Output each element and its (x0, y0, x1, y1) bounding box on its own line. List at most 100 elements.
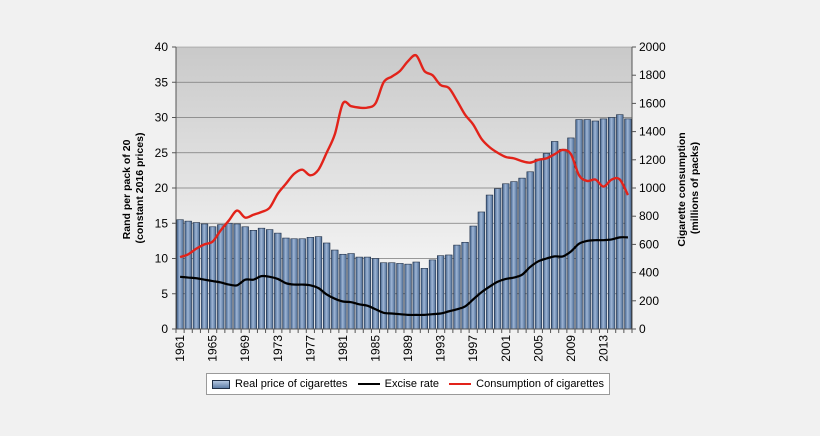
price-bar (225, 222, 233, 330)
legend: Real price of cigarettes Excise rate Con… (206, 373, 610, 395)
price-bar (616, 114, 624, 330)
legend-item-consumption: Consumption of cigarettes (449, 378, 604, 390)
left-tick-label: 20 (155, 181, 169, 195)
x-tick-label: 1973 (271, 335, 285, 362)
left-axis-title: Rand per pack of 20 (constant 2016 price… (121, 133, 146, 244)
excise-rate-line (179, 236, 628, 317)
right-tick-label: 800 (639, 209, 659, 223)
legend-swatch-excise (357, 383, 380, 385)
left-tick-label: 25 (155, 146, 169, 160)
x-tick-label: 2005 (531, 335, 545, 362)
right-tick-label: 1600 (639, 96, 666, 110)
x-tick-label: 2001 (499, 335, 513, 362)
left-tick-label: 30 (155, 111, 169, 125)
x-tick-label: 2009 (564, 335, 578, 362)
price-bar (420, 268, 428, 330)
legend-item-excise: Excise rate (357, 378, 440, 390)
price-bar (412, 261, 420, 330)
price-bar (404, 263, 412, 330)
price-bar (518, 177, 526, 330)
x-tick-label: 1981 (336, 335, 350, 362)
price-bar (599, 118, 608, 330)
price-bar (200, 223, 209, 330)
price-bar (388, 262, 396, 330)
right-axis-title: Cigarette consumption (millions of packs… (676, 129, 701, 246)
price-bar (437, 255, 445, 330)
price-bar (510, 181, 518, 330)
price-bar (542, 153, 551, 330)
price-bar (331, 249, 339, 330)
price-bar (485, 194, 494, 330)
price-bar (371, 258, 380, 330)
price-bar (445, 254, 453, 330)
price-bar (323, 242, 331, 330)
legend-label-price: Real price of cigarettes (235, 378, 348, 390)
price-bar (184, 220, 192, 330)
x-tick-label: 1997 (466, 335, 480, 362)
price-bar (396, 263, 404, 330)
x-tick-label: 1993 (434, 335, 448, 362)
price-bar (502, 183, 510, 330)
x-tick-label: 1985 (369, 335, 383, 362)
price-bar (567, 137, 575, 330)
consumption-line (179, 53, 630, 259)
right-tick-label: 1400 (639, 125, 666, 139)
right-tick-label: 1800 (639, 68, 666, 82)
x-tick-label: 1989 (401, 335, 415, 362)
price-bar (559, 148, 567, 330)
right-tick-label: 0 (639, 322, 646, 336)
x-tick-label: 2013 (597, 335, 611, 362)
right-tick-label: 1000 (639, 181, 666, 195)
price-bar (551, 141, 559, 330)
price-bar (217, 224, 225, 330)
price-bar (339, 253, 347, 330)
price-bar (192, 222, 200, 330)
price-bar (526, 171, 534, 330)
legend-item-price: Real price of cigarettes (212, 378, 348, 390)
price-bar (347, 253, 355, 330)
price-bar (241, 226, 249, 330)
price-bar (257, 227, 266, 330)
right-tick-label: 200 (639, 294, 659, 308)
price-bar (363, 256, 371, 330)
legend-swatch-price (212, 379, 231, 389)
price-bar (575, 119, 583, 330)
line-series (179, 53, 630, 317)
legend-label-excise: Excise rate (384, 378, 440, 390)
right-axis-ticks: 0 200 400 600 800 1000 1200 1400 1600 1800 2000 (632, 40, 666, 336)
right-tick-label: 400 (639, 266, 659, 280)
x-tick-label: 1965 (206, 335, 220, 362)
price-bar (477, 211, 485, 330)
right-tick-label: 600 (639, 237, 659, 251)
legend-label-consumption: Consumption of cigarettes (476, 378, 604, 390)
price-bar (469, 225, 477, 330)
right-tick-label: 1200 (639, 153, 666, 167)
left-tick-label: 10 (155, 252, 169, 266)
left-tick-label: 40 (155, 40, 169, 54)
price-bar (380, 262, 388, 330)
price-bar (461, 241, 469, 330)
x-tick-label: 1961 (173, 335, 187, 362)
price-bar (583, 119, 591, 330)
price-bar (355, 256, 363, 330)
price-bar (624, 118, 632, 330)
x-tick-label: 1969 (238, 335, 252, 362)
left-tick-label: 5 (161, 287, 168, 301)
left-tick-label: 0 (161, 322, 168, 336)
x-axis-ticks: 1961 1965 1969 1973 1977 1981 1985 1989 1993 1997… (173, 329, 633, 362)
left-axis-ticks: 0 5 10 15 20 25 30 35 40 (155, 40, 176, 336)
price-bar (591, 120, 599, 330)
price-bar (453, 244, 461, 330)
price-bar (534, 158, 542, 330)
price-bar (428, 259, 437, 330)
price-bar (314, 236, 323, 330)
price-bar (306, 237, 314, 330)
price-bar (233, 223, 241, 330)
price-bar (176, 219, 184, 330)
left-tick-label: 15 (155, 216, 169, 230)
left-tick-label: 35 (155, 75, 169, 89)
price-bar (266, 229, 274, 330)
x-tick-label: 1977 (303, 335, 317, 362)
price-bar (494, 188, 502, 330)
